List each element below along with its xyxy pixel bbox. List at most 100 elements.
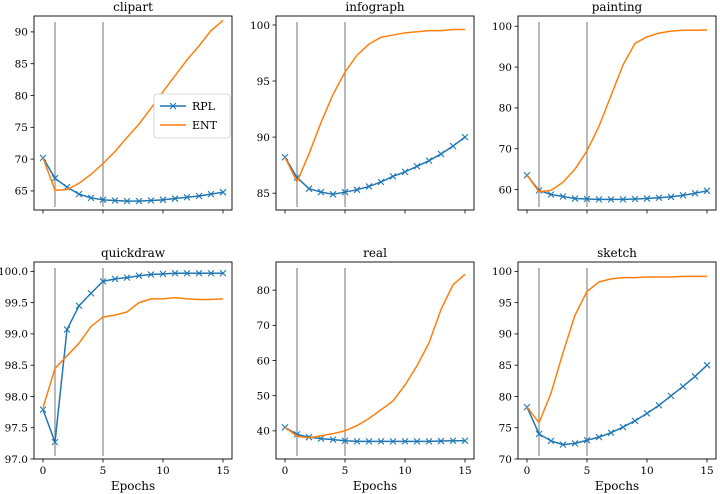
point-rpl-quickdraw (207, 269, 215, 277)
xtick-label-sketch: 10 (640, 465, 653, 477)
series-line-rpl-quickdraw (42, 272, 223, 443)
point-rpl-real (329, 436, 337, 444)
point-rpl-real (341, 437, 349, 445)
ytick-label-real: 40 (257, 426, 270, 438)
ytick-label-clipart: 90 (15, 27, 28, 39)
xlabel-quickdraw: Epochs (111, 479, 155, 493)
ytick-label-infograph: 100 (250, 20, 270, 32)
series-line-rpl-painting (526, 174, 708, 201)
xtick-label-real: 15 (458, 465, 471, 477)
ytick-label-clipart: 70 (15, 154, 28, 166)
ytick-label-sketch: 100 (492, 266, 512, 278)
ytick-label-sketch: 90 (499, 329, 512, 341)
axes-frame-infograph (275, 15, 475, 211)
point-rpl-real (413, 438, 421, 445)
point-rpl-quickdraw (195, 269, 203, 277)
ytick-label-clipart: 80 (15, 90, 28, 102)
panel-sketch: sketch 70 75 80 85 90 95 100 0 5 10 15 Epochs (492, 246, 717, 493)
point-rpl-infograph (317, 188, 325, 196)
ytick-label-sketch: 75 (499, 423, 512, 435)
point-rpl-painting (631, 195, 639, 203)
series-line-ent-quickdraw (42, 296, 224, 408)
point-rpl-real (437, 437, 445, 445)
point-rpl-clipart (75, 190, 83, 198)
plot-area-painting (523, 29, 711, 203)
ytick-label-quickdraw: 100.0 (0, 266, 28, 278)
series-line-ent-clipart (42, 19, 224, 192)
point-rpl-clipart (171, 195, 179, 202)
point-rpl-clipart (123, 197, 131, 205)
point-rpl-painting (667, 193, 675, 201)
point-rpl-clipart (147, 197, 155, 204)
point-rpl-quickdraw (135, 272, 143, 280)
point-rpl-infograph (401, 168, 409, 176)
xtick-label-real: 0 (282, 465, 289, 477)
point-rpl-quickdraw (147, 271, 155, 278)
point-rpl-sketch (583, 436, 591, 444)
point-rpl-quickdraw (87, 289, 95, 297)
point-rpl-quickdraw (111, 275, 119, 283)
point-rpl-infograph (305, 185, 313, 193)
point-rpl-painting (583, 195, 591, 203)
panel-title-quickdraw: quickdraw (101, 246, 166, 260)
xlabel-sketch: Epochs (595, 479, 639, 493)
point-rpl-quickdraw (123, 274, 131, 282)
series-line-ent-real (284, 273, 466, 439)
ytick-label-painting: 70 (499, 144, 512, 156)
point-rpl-painting (559, 193, 567, 200)
point-rpl-painting (607, 195, 615, 203)
point-rpl-infograph (329, 190, 337, 198)
point-rpl-real (365, 438, 373, 445)
point-rpl-quickdraw (39, 406, 47, 413)
point-rpl-infograph (389, 172, 397, 180)
point-rpl-painting (547, 191, 555, 198)
ytick-label-sketch: 70 (499, 454, 512, 466)
panel-title-infograph: infograph (345, 0, 404, 14)
axes-frame-clipart (33, 15, 233, 211)
ytick-label-painting: 80 (499, 103, 512, 115)
point-rpl-sketch (679, 383, 687, 390)
ytick-label-quickdraw: 99.0 (5, 329, 28, 341)
ytick-label-real: 70 (257, 320, 270, 332)
ytick-label-quickdraw: 99.5 (5, 297, 28, 309)
ytick-label-quickdraw: 98.5 (5, 360, 28, 372)
point-rpl-quickdraw (159, 270, 167, 278)
series-line-rpl-sketch (526, 364, 708, 446)
point-rpl-sketch (691, 373, 699, 380)
axes-frame-real (275, 261, 475, 460)
plot-area-infograph (281, 28, 469, 198)
legend-label-ent: ENT (192, 119, 218, 132)
point-rpl-real (425, 438, 433, 445)
point-rpl-clipart (183, 193, 191, 201)
point-rpl-infograph (449, 142, 457, 150)
point-rpl-infograph (425, 157, 433, 165)
point-rpl-quickdraw (219, 269, 227, 277)
point-rpl-painting (703, 187, 711, 195)
legend-box (153, 93, 231, 139)
ytick-label-quickdraw: 97.0 (5, 454, 28, 466)
point-rpl-clipart (195, 192, 203, 200)
xtick-label-sketch: 5 (584, 465, 591, 477)
point-rpl-sketch (571, 439, 579, 447)
xtick-label-quickdraw: 15 (216, 465, 229, 477)
point-rpl-sketch (667, 392, 675, 400)
point-rpl-infograph (377, 178, 385, 186)
point-rpl-infograph (353, 186, 361, 194)
series-line-ent-sketch (526, 275, 707, 424)
panel-painting: painting 60 70 80 90 100 (492, 0, 717, 214)
ytick-label-infograph: 95 (257, 76, 270, 88)
ytick-label-quickdraw: 97.5 (5, 423, 28, 435)
axes-frame-painting (517, 15, 717, 211)
point-rpl-sketch (655, 401, 663, 409)
ytick-label-sketch: 85 (499, 360, 512, 372)
legend: RPL ENT (153, 93, 231, 139)
xlabel-real: Epochs (353, 479, 397, 493)
point-rpl-painting (595, 195, 603, 203)
point-rpl-sketch (535, 430, 543, 438)
point-rpl-painting (691, 189, 699, 197)
ytick-label-sketch: 80 (499, 391, 512, 403)
ytick-label-clipart: 65 (15, 186, 28, 198)
series-line-rpl-real (284, 426, 465, 443)
point-rpl-infograph (461, 133, 469, 141)
